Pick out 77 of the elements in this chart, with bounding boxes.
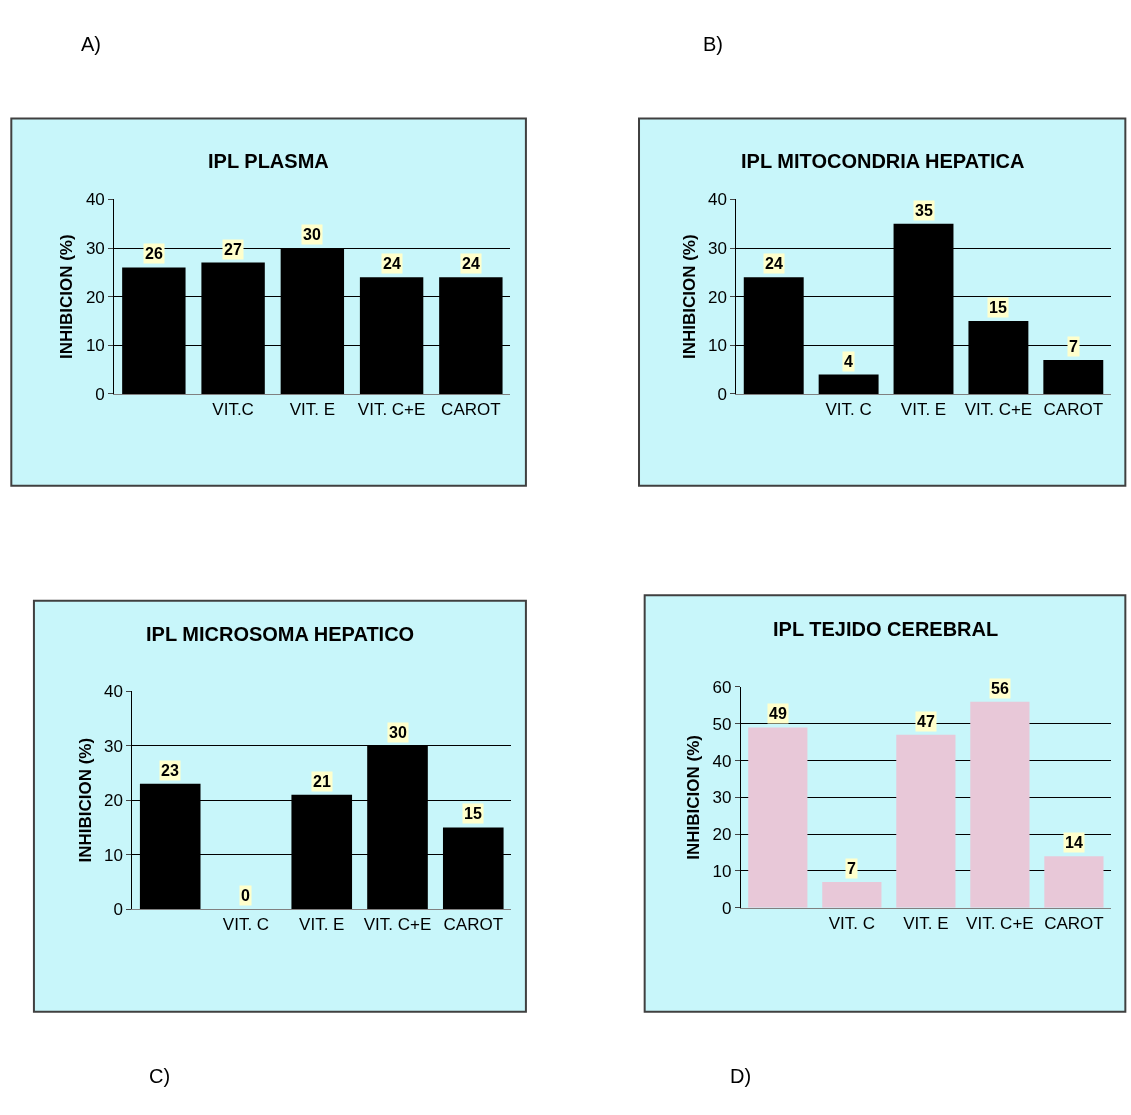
y-tick-label: 50 [712,714,732,734]
y-axis-title: INHIBICION (%) [679,234,699,360]
data-label: 15 [464,805,482,822]
data-label: 7 [847,860,856,877]
data-label: 35 [915,202,933,219]
data-label: 30 [389,724,407,741]
data-label: 23 [161,762,179,779]
y-tick-label: 30 [85,238,105,258]
y-tick-label: 0 [717,384,727,404]
y-tick-label: 40 [104,682,123,702]
y-tick-label: 30 [707,238,727,258]
data-label: 56 [991,680,1009,697]
bar [748,727,808,908]
x-tick-label: CAROT [443,915,504,935]
x-tick-label: VIT. E [299,915,345,935]
x-tick-label: VIT. C+E [357,400,426,420]
x-tick-label: VIT. C [825,400,872,420]
data-label: 15 [989,299,1007,316]
x-tick-label: VIT. E [289,400,336,420]
y-tick-label: 40 [712,751,732,771]
chart-title: IPL TEJIDO CEREBRAL [773,618,999,640]
y-tick-label: 10 [707,336,727,356]
bar [896,734,956,908]
y-tick-label: 40 [85,190,105,210]
text: B) [703,33,723,55]
bar [822,881,882,908]
data-label: 24 [462,255,480,272]
y-tick-label: 60 [712,677,732,697]
data-label: 0 [241,887,250,904]
bar [970,701,1030,908]
x-tick-label: CAROT [1043,400,1104,420]
y-tick-label: 20 [104,791,123,811]
x-tick-label: VIT.C [212,400,254,420]
x-tick-label: VIT. C+E [363,915,432,935]
bar [1043,359,1104,394]
y-tick-label: 40 [707,190,727,210]
chart-title: IPL MICROSOMA HEPATICO [146,623,415,645]
y-tick-label: 10 [85,336,105,356]
y-axis-title: INHIBICION (%) [57,234,77,360]
y-tick-label: 0 [113,900,123,920]
data-label: 4 [844,353,853,370]
data-label: 49 [769,705,787,722]
data-label: 24 [383,255,401,272]
text: C) [149,1065,171,1087]
data-label: 30 [303,226,321,243]
data-label: 26 [145,245,163,262]
data-label: 14 [1065,834,1083,851]
y-tick-label: 0 [721,898,732,918]
x-tick-label: VIT. C+E [964,400,1033,420]
x-tick-label: VIT. E [900,400,947,420]
chart-title: IPL PLASMA [208,150,329,172]
data-label: 21 [313,773,331,790]
x-tick-label: VIT. C [222,915,270,935]
x-tick-label: VIT. E [903,914,949,934]
x-tick-label: CAROT [441,400,501,420]
x-tick-label: CAROT [1044,914,1104,934]
x-tick-label: VIT. C+E [966,914,1034,934]
y-tick-label: 20 [712,825,732,845]
y-axis-title: INHIBICION (%) [75,737,95,863]
bar [1044,856,1104,908]
y-tick-label: 20 [707,287,727,307]
text: A) [81,33,101,55]
y-tick-label: 10 [104,845,123,865]
data-label: 27 [224,241,242,258]
y-tick-label: 20 [85,287,105,307]
y-tick-label: 30 [104,736,123,756]
chart-title: IPL MITOCONDRIA HEPATICA [741,150,1025,172]
y-tick-label: 10 [712,861,732,881]
x-tick-label: VIT. C [828,914,875,934]
y-tick-label: 30 [712,788,732,808]
data-label: 24 [765,255,783,272]
data-label: 47 [917,713,935,730]
bar [818,374,879,394]
y-axis-title: INHIBICION (%) [684,735,704,860]
data-label: 7 [1069,338,1078,355]
text: D) [730,1065,752,1087]
y-tick-label: 0 [95,384,105,404]
